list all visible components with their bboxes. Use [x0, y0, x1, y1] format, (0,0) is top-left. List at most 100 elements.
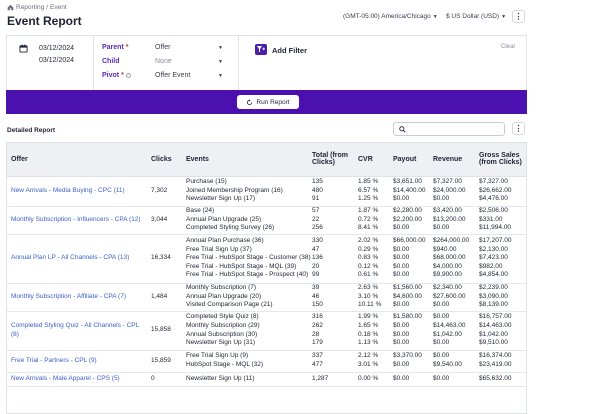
- event-name: Free Trial - HubSpot Stage - MQL (39): [186, 262, 297, 270]
- search-input[interactable]: [393, 122, 505, 136]
- total-value-cell: 135 480 91: [308, 176, 354, 207]
- clear-button[interactable]: Clear: [501, 44, 516, 50]
- column-header-offer[interactable]: Offer: [7, 143, 147, 177]
- event-name-cell: Base (24) Annual Plan Upgrade (25) Complet…: [182, 206, 308, 235]
- table-more-button[interactable]: ⋮: [512, 122, 525, 135]
- total-value: 135: [312, 178, 323, 186]
- search-icon: [399, 126, 406, 133]
- refresh-icon: [247, 98, 253, 105]
- gross-sales-value: $1,042.00: [479, 330, 508, 338]
- offer-link[interactable]: Monthly Subscription - Affiliate - CPA (…: [7, 283, 147, 312]
- total-value: 330: [312, 237, 323, 245]
- calendar-icon[interactable]: [19, 44, 28, 53]
- clicks-cell: 0: [147, 372, 182, 387]
- event-name: Visited Comparison Page (21): [186, 301, 273, 309]
- payout-value-cell: $0.00: [389, 372, 429, 387]
- timezone-select[interactable]: (GMT-05:00) America/Chicago ▼: [343, 13, 438, 20]
- page-more-button[interactable]: ⋮: [512, 10, 525, 23]
- payout-value: $66,000.00: [393, 237, 426, 245]
- revenue-value: $4,000.00: [433, 262, 462, 270]
- total-value-cell: 1,287: [308, 372, 354, 387]
- event-name-cell: Annual Plan Purchase (36) Free Trial Sign…: [182, 234, 311, 284]
- caret-down-icon[interactable]: ▼: [218, 45, 223, 51]
- offer-link[interactable]: Free Trial - Partners - CPL (9): [7, 350, 147, 373]
- event-name: Free Trial Sign Up (37): [186, 245, 252, 253]
- event-name-cell: Free Trial Sign Up (9) HubSpot Stage - MQ…: [182, 350, 308, 373]
- gross-sales-value: $331.00: [479, 215, 503, 223]
- cvr-value: 2.63 %: [358, 284, 379, 292]
- revenue-value-cell: $3,420.00 $13,200.00 $0.00: [429, 206, 475, 235]
- gross-sales-value: $17,207.00: [479, 237, 512, 245]
- payout-value: $1,580.00: [393, 313, 422, 321]
- clicks-cell: 15,859: [147, 350, 182, 373]
- breadcrumb-current: Event: [50, 4, 67, 11]
- gross-sales-value: $3,090.00: [479, 292, 508, 300]
- event-name: Annual Subscription (30): [186, 330, 258, 338]
- total-value: 28: [312, 330, 320, 338]
- caret-down-icon[interactable]: ▼: [218, 73, 223, 79]
- column-header-revenue[interactable]: Revenue: [429, 143, 475, 177]
- payout-value: $0.00: [393, 339, 410, 347]
- cvr-value: 0.61 %: [358, 271, 379, 279]
- breadcrumb-root[interactable]: Reporting: [16, 4, 45, 11]
- offer-link[interactable]: Completed Styling Quiz - All Channels - …: [7, 311, 147, 351]
- event-name: Annual Plan Purchase (36): [186, 237, 264, 245]
- run-report-button[interactable]: Run Report: [237, 95, 299, 109]
- gross-sales-value: $11,994.00: [479, 224, 512, 232]
- divider: [238, 36, 239, 91]
- offer-link[interactable]: New Arrivals - Media Buying - CPC (11): [7, 176, 147, 207]
- column-header-payout[interactable]: Payout: [389, 143, 429, 177]
- column-header-clicks[interactable]: Clicks: [147, 143, 182, 177]
- revenue-value: $7,327.00: [433, 178, 462, 186]
- info-icon[interactable]: [125, 72, 131, 78]
- cvr-value-cell: 2.12 % 3.01 %: [354, 350, 389, 373]
- column-header-gross-sales[interactable]: Gross Sales (from Clicks): [475, 143, 526, 177]
- payout-value-cell: $3,370.00 $0.00: [389, 350, 429, 373]
- pivot-select[interactable]: Offer Event: [155, 72, 191, 79]
- parent-select[interactable]: Offer: [155, 44, 171, 51]
- event-name: Monthly Subscription (7): [186, 284, 257, 292]
- home-icon[interactable]: [7, 4, 14, 11]
- event-name: HubSpot Stage - MQL (32): [186, 361, 264, 368]
- column-header-cvr[interactable]: CVR: [354, 143, 389, 177]
- cvr-value: 10.11 %: [358, 301, 382, 309]
- cvr-value: 0.83 %: [358, 254, 379, 262]
- gross-sales-value: $982.00: [479, 262, 503, 270]
- cvr-value: 3.10 %: [358, 292, 379, 300]
- revenue-value: $27,600.00: [433, 292, 466, 300]
- total-value: 1,287: [312, 374, 329, 382]
- payout-value-cell: $2,280.00 $2,200.00 $0.00: [389, 206, 429, 235]
- cvr-value: 1.99 %: [358, 313, 379, 321]
- total-value: 39: [312, 284, 320, 292]
- event-name-cell: Monthly Subscription (7) Annual Plan Upgr…: [182, 283, 308, 312]
- payout-value: $0.00: [393, 195, 410, 203]
- gross-sales-value: $16,374.00: [479, 352, 512, 360]
- offer-link[interactable]: New Arrivals - Male Apparel - CPS (5): [7, 372, 147, 387]
- cvr-value: 1.25 %: [358, 195, 379, 203]
- gross-sales-value: $7,327.00: [479, 178, 508, 186]
- offer-link[interactable]: Annual Plan LP - All Channels - CPA (13): [7, 234, 147, 284]
- revenue-value: $0.00: [433, 339, 450, 347]
- column-header-total[interactable]: Total (from Clicks): [308, 143, 354, 177]
- event-name-cell: Purchase (15) Joined Membership Program (…: [182, 176, 308, 207]
- total-value: 316: [312, 313, 323, 321]
- child-select[interactable]: None: [155, 58, 172, 65]
- revenue-value: $3,420.00: [433, 207, 462, 215]
- table-row: Free Trial - Partners - CPL (9) 15,859 Fre…: [7, 350, 526, 373]
- offer-link[interactable]: Monthly Subscription - Influencers - CPA…: [7, 206, 147, 235]
- cvr-value: 0.29 %: [358, 245, 379, 253]
- run-report-bar: Run Report: [6, 90, 527, 114]
- total-value: 91: [312, 195, 320, 203]
- currency-select[interactable]: $ US Dollar (USD) ▼: [446, 13, 506, 20]
- gross-sales-value-cell: $16,757.00 $14,463.00 $1,042.00 $9,510.00: [475, 311, 526, 351]
- filter-plus-icon[interactable]: [255, 44, 267, 55]
- column-header-events[interactable]: Events: [182, 143, 308, 177]
- event-name: Free Trial - HubSpot Stage - Prospect (4…: [186, 271, 309, 279]
- gross-sales-value: $4,854.00: [479, 271, 508, 279]
- date-end[interactable]: 03/12/2024: [39, 57, 75, 64]
- cvr-value-cell: 2.02 % 0.29 % 0.83 % 0.12 % 0.61 %: [354, 234, 389, 284]
- add-filter-button[interactable]: Add Filter: [272, 46, 307, 55]
- gross-sales-value: $2,239.00: [479, 284, 508, 292]
- date-start[interactable]: 03/12/2024: [39, 45, 75, 52]
- caret-down-icon[interactable]: ▼: [218, 59, 223, 65]
